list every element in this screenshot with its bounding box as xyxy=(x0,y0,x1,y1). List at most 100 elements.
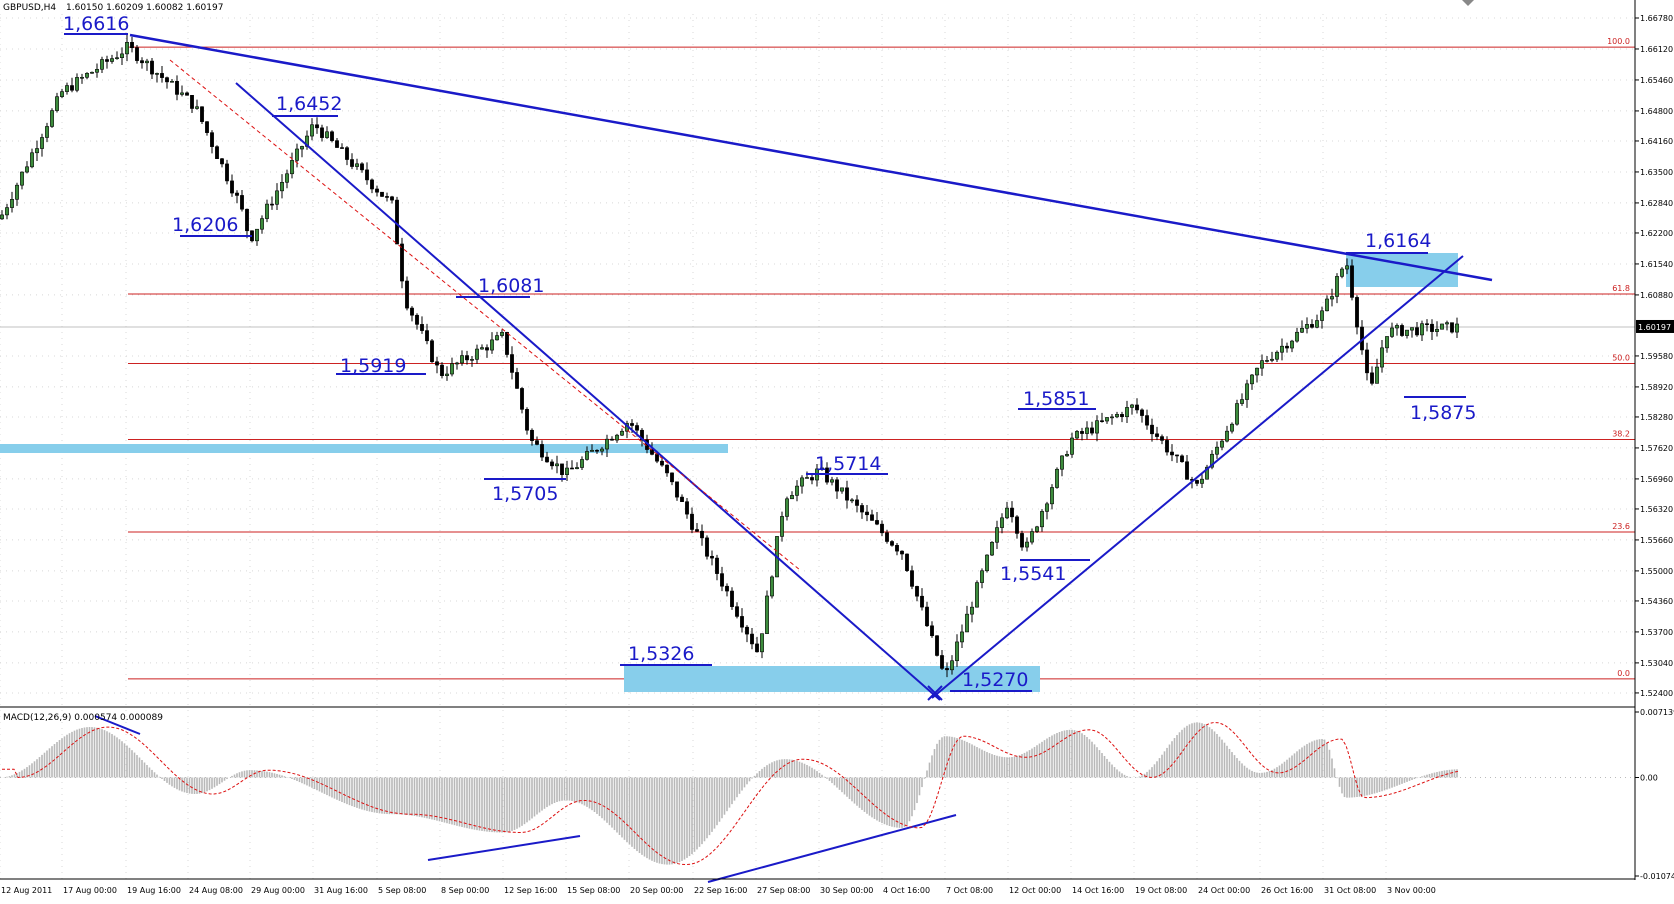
candle xyxy=(1020,530,1024,551)
candle xyxy=(565,460,569,482)
candle xyxy=(1450,322,1454,334)
candle xyxy=(715,554,719,581)
candle-body xyxy=(1035,526,1039,532)
candle xyxy=(1330,288,1334,307)
candle-body xyxy=(1220,440,1224,448)
candle-body xyxy=(810,477,814,481)
candle xyxy=(1275,350,1279,363)
current-price-box xyxy=(1636,319,1674,333)
candle-body xyxy=(1410,327,1414,331)
candle xyxy=(985,554,989,573)
candle xyxy=(195,99,199,110)
time-tick-label: 12 Sep 16:00 xyxy=(504,886,557,895)
candle-body xyxy=(65,85,69,92)
candle xyxy=(930,621,934,638)
candle xyxy=(555,455,559,474)
candle xyxy=(855,495,859,513)
candle-body xyxy=(1015,516,1019,534)
time-tick-label: 29 Aug 00:00 xyxy=(251,886,305,895)
candle xyxy=(205,121,209,136)
candle xyxy=(955,634,959,667)
candle xyxy=(1125,400,1129,423)
candle-body xyxy=(1260,360,1264,369)
candle-body xyxy=(585,451,589,460)
macd-tick-label: -0.01074 xyxy=(1640,872,1674,881)
candle xyxy=(790,491,794,500)
candle-body xyxy=(195,106,199,109)
candle xyxy=(265,199,269,223)
candle xyxy=(720,566,724,592)
candle xyxy=(750,627,754,650)
candle-body xyxy=(205,121,209,133)
candle-body xyxy=(1130,404,1134,408)
candle-body xyxy=(680,496,684,503)
candle-body xyxy=(1355,297,1359,328)
candle xyxy=(965,605,969,633)
macd-panel: 0.007139 0.00 -0.01074 xyxy=(0,708,1674,881)
candle xyxy=(1215,441,1219,459)
candle-body xyxy=(600,448,604,452)
candle-body xyxy=(650,449,654,455)
candle-body xyxy=(70,85,74,91)
candle xyxy=(260,215,264,234)
annotation-label: 1,6616 xyxy=(63,13,129,35)
price-annotation: 1,5326 xyxy=(620,643,712,666)
candle-body xyxy=(465,355,469,361)
candle xyxy=(240,190,244,212)
candle xyxy=(525,407,529,435)
candle-body xyxy=(1270,358,1274,361)
candle-body xyxy=(1075,431,1079,439)
candle-body xyxy=(1350,265,1354,298)
candle xyxy=(350,153,354,170)
candle-body xyxy=(1110,416,1114,419)
candle-body xyxy=(1420,323,1424,336)
candle-body xyxy=(865,511,869,516)
candle-body xyxy=(740,616,744,628)
candle xyxy=(1070,432,1074,458)
candle-body xyxy=(780,516,784,537)
annotation-label: 1,6081 xyxy=(478,275,544,297)
macd-divergence-line-1 xyxy=(94,715,141,735)
candle xyxy=(545,451,549,463)
candle xyxy=(1035,525,1039,534)
candle-body xyxy=(310,124,314,137)
candle-body xyxy=(115,57,119,59)
candle-body xyxy=(80,76,84,79)
candle-body xyxy=(730,590,734,607)
candle xyxy=(575,462,579,470)
candle xyxy=(390,195,394,204)
candle-body xyxy=(635,425,639,431)
candle-body xyxy=(150,60,154,75)
candle xyxy=(60,88,64,98)
candle xyxy=(1385,336,1389,353)
candle xyxy=(340,143,344,149)
candle xyxy=(15,182,19,206)
candle-body xyxy=(1345,265,1349,270)
candle xyxy=(615,433,619,443)
candle xyxy=(1015,515,1019,539)
candle-body xyxy=(1120,414,1124,418)
candle xyxy=(1245,379,1249,408)
price-tick-label: 1.66780 xyxy=(1640,14,1673,23)
trendline-up xyxy=(931,255,1464,699)
price-tick-label: 1.55000 xyxy=(1640,567,1673,576)
candle-body xyxy=(300,146,304,150)
price-tick-label: 1.53700 xyxy=(1640,628,1673,637)
candle-body xyxy=(1245,383,1249,400)
fib-level-label: 100.0 xyxy=(1607,37,1630,46)
price-tick-label: 1.52400 xyxy=(1640,689,1673,698)
candle-body xyxy=(535,440,539,445)
candle-body xyxy=(1005,507,1009,519)
candle-body xyxy=(570,467,574,470)
candle-body xyxy=(105,59,109,62)
candle-body xyxy=(1305,324,1309,329)
candle xyxy=(310,118,314,141)
candle xyxy=(210,130,214,154)
candle-body xyxy=(160,73,164,78)
price-tick-label: 1.54360 xyxy=(1640,597,1673,606)
candle-body xyxy=(1125,407,1129,418)
candle-body xyxy=(1425,323,1429,325)
